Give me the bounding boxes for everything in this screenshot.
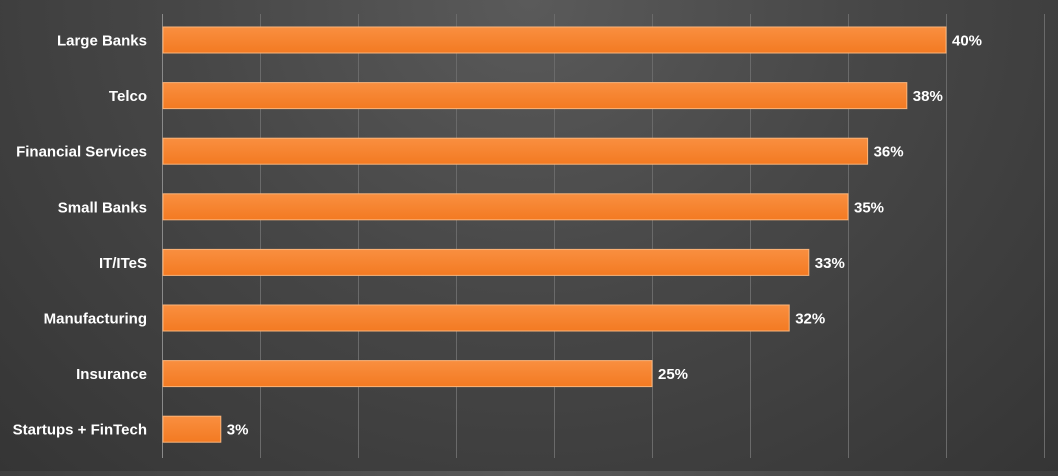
value-label: 38% xyxy=(913,88,943,105)
value-label: 33% xyxy=(815,255,845,272)
value-label: 36% xyxy=(874,144,904,161)
value-label: 25% xyxy=(658,366,688,383)
category-label: Large Banks xyxy=(57,33,147,50)
value-label: 35% xyxy=(854,199,884,216)
category-label: Startups + FinTech xyxy=(13,422,147,439)
category-label: IT/ITeS xyxy=(99,255,147,272)
category-label: Financial Services xyxy=(16,144,147,161)
bar xyxy=(162,82,908,110)
bar xyxy=(162,415,222,443)
bar xyxy=(162,26,947,54)
bar xyxy=(162,248,810,276)
bar xyxy=(162,193,849,221)
bars xyxy=(162,26,947,443)
bar xyxy=(162,360,653,388)
value-label: 40% xyxy=(952,33,982,50)
category-label: Insurance xyxy=(76,366,147,383)
labels: Large Banks 40% Telco 38% Financial Services… xyxy=(13,33,982,439)
category-label: Manufacturing xyxy=(44,311,147,328)
bar xyxy=(162,304,790,332)
value-label: 3% xyxy=(227,422,249,439)
category-label: Telco xyxy=(109,88,147,105)
value-label: 32% xyxy=(795,311,825,328)
gridlines xyxy=(162,14,1045,458)
category-label: Small Banks xyxy=(58,199,147,216)
bar xyxy=(162,137,869,165)
